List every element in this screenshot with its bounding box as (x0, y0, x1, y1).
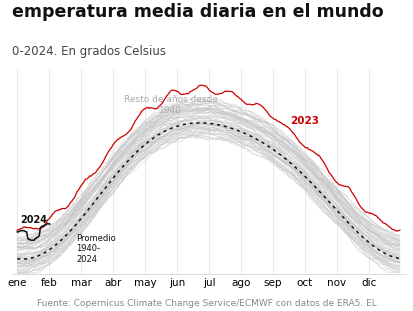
Text: 2024: 2024 (20, 215, 47, 225)
Text: Resto de años desde
1940: Resto de años desde 1940 (123, 95, 217, 115)
Text: Promedio
1940-
2024: Promedio 1940- 2024 (76, 234, 116, 264)
Text: 0-2024. En grados Celsius: 0-2024. En grados Celsius (12, 45, 166, 58)
Text: Fuente: Copernicus Climate Change Service/ECMWF con datos de ERA5. EL: Fuente: Copernicus Climate Change Servic… (37, 299, 376, 308)
Text: emperatura media diaria en el mundo: emperatura media diaria en el mundo (12, 3, 383, 21)
Text: 2023: 2023 (290, 116, 319, 126)
